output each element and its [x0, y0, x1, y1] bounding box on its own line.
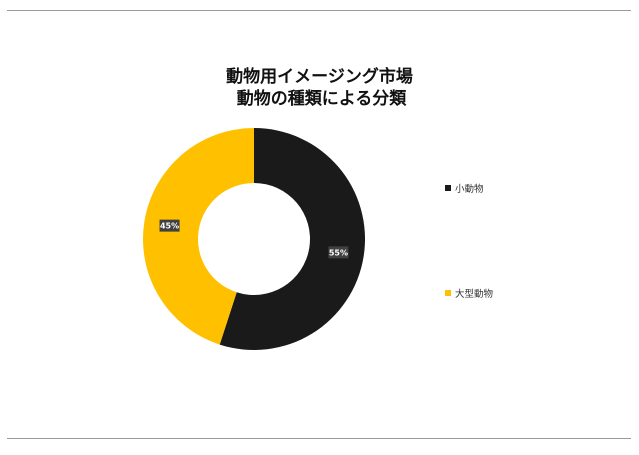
svg-text:55%: 55%: [329, 248, 348, 257]
bottom-divider: [7, 438, 631, 439]
chart-title-line1: 動物用イメージング市場: [226, 67, 413, 87]
chart-title: 動物用イメージング市場 動物の種類による分類: [0, 66, 639, 110]
data-label-large-animals: 45%: [159, 219, 180, 232]
legend-item-large-animals: 大型動物: [445, 286, 493, 300]
slice-small-animals: [219, 128, 366, 350]
legend-item-small-animals: 小動物: [445, 181, 484, 195]
top-divider: [7, 10, 631, 11]
legend-label-small-animals: 小動物: [455, 184, 484, 195]
data-label-small-animals: 55%: [328, 246, 349, 259]
svg-text:45%: 45%: [160, 222, 179, 231]
slice-large-animals: [143, 128, 254, 345]
legend-swatch-small-animals: [445, 185, 451, 191]
legend-label-large-animals: 大型動物: [455, 289, 494, 300]
chart-title-line2: 動物の種類による分類: [236, 89, 407, 109]
legend-swatch-large-animals: [445, 290, 451, 296]
